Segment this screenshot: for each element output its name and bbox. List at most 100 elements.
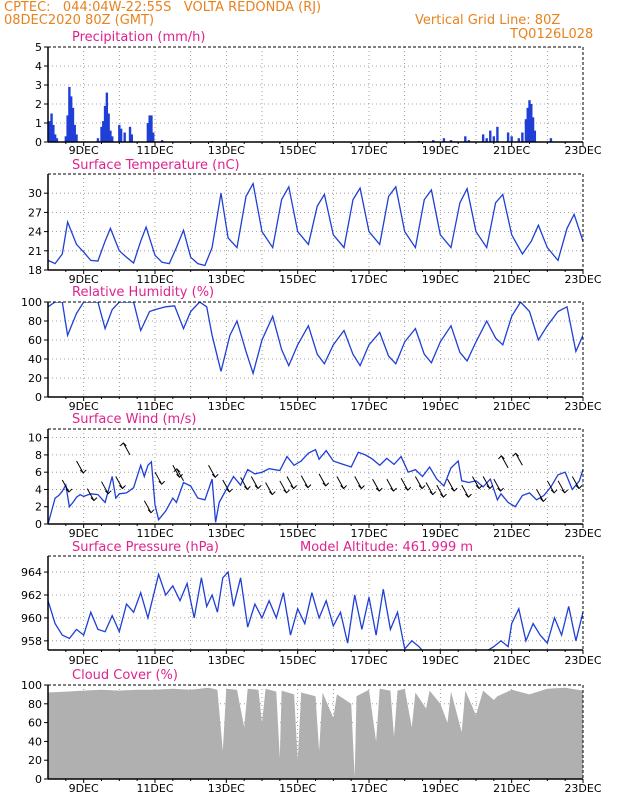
wind-vector (101, 481, 109, 494)
wind-vector-head (429, 491, 437, 496)
y-tick-label: 100 (21, 679, 42, 692)
y-tick-label: 6 (35, 466, 42, 479)
y-tick-label: 0 (35, 391, 42, 404)
wind-vector-head (304, 484, 312, 489)
y-tick-label: 4 (35, 483, 42, 496)
x-tick-label: 19DEC (422, 273, 459, 286)
x-tick-label: 9DEC (69, 527, 99, 540)
wind-vector-head (119, 485, 126, 490)
x-tick-label: 21DEC (493, 654, 530, 667)
panel-title-humidity: Relative Humidity (%) (72, 285, 214, 300)
wind-vector-head (90, 497, 98, 502)
wind-vector (265, 482, 273, 495)
y-tick-label: 60 (28, 717, 42, 730)
precip-bar (119, 128, 123, 142)
wind-vector-head (119, 442, 127, 447)
precip-bar (442, 138, 446, 142)
x-tick-label: 19DEC (422, 782, 459, 795)
precip-bar (50, 113, 53, 142)
wind-vector-head (390, 487, 397, 492)
wind-vector-head (254, 485, 262, 490)
wind-vector (414, 476, 423, 489)
x-tick-label: 13DEC (208, 144, 245, 157)
y-tick-label: 1 (35, 117, 42, 130)
x-tick-label: 19DEC (422, 144, 459, 157)
wind-vector (471, 476, 480, 489)
wind-vector-head (79, 469, 87, 474)
x-tick-label: 23DEC (564, 654, 601, 667)
precip-bar (160, 140, 164, 142)
precip-bar (128, 126, 132, 142)
x-tick-label: 13DEC (208, 654, 245, 667)
panel-temperature: Surface Temperature (nC) 18 21 24 27 30 9DEC 11… (28, 158, 602, 286)
precip-bar (52, 124, 55, 142)
precip-bar (521, 132, 524, 142)
precip-bar (111, 136, 114, 142)
precip-bar (103, 105, 107, 142)
precip-bar (55, 138, 59, 142)
series-line-humidity (48, 302, 583, 376)
wind-vector-head (322, 482, 330, 487)
wind-vector-head (575, 485, 583, 490)
x-tick-label: 23DEC (564, 144, 601, 157)
cloud-area (48, 687, 583, 779)
wind-vector (115, 476, 123, 489)
precip-bar (549, 138, 553, 142)
plot-area-pressure (48, 570, 583, 650)
x-tick-label: 17DEC (350, 144, 387, 157)
precip-bar (524, 119, 528, 142)
precip-bar (432, 140, 435, 142)
wind-vector (515, 453, 523, 466)
wind-vector-head (450, 487, 458, 492)
wind-vector (318, 473, 327, 487)
y-tick-label: 0 (35, 136, 42, 149)
x-tick-label: 15DEC (279, 654, 316, 667)
panel-title-precip: Precipitation (mm/h) (72, 30, 205, 45)
precip-bar (150, 115, 153, 142)
precip-bar (96, 138, 100, 142)
panel-pressure: Surface Pressure (hPa) Model Altitude: 46… (21, 540, 602, 667)
x-tick-label: 21DEC (493, 400, 530, 413)
wind-vector (300, 475, 309, 488)
x-tick-label: 11DEC (136, 144, 173, 157)
y-tick-label: 0 (35, 518, 42, 531)
wind-vector-head (512, 452, 520, 457)
y-tick-label: 20 (28, 754, 42, 767)
precip-bar (517, 138, 520, 142)
y-tick-label: 40 (28, 735, 42, 748)
precip-bar (464, 136, 467, 142)
y-tick-label: 40 (28, 353, 42, 366)
x-tick-label: 9DEC (69, 273, 99, 286)
wind-vector-head (211, 473, 219, 478)
x-tick-label: 9DEC (69, 400, 99, 413)
y-tick-label: 960 (21, 612, 42, 625)
precip-bar (130, 134, 134, 142)
wind-vector (354, 476, 362, 489)
wind-vector (582, 482, 583, 484)
wind-vector (250, 476, 259, 489)
wind-vector (500, 455, 509, 469)
wind-vector-head (561, 489, 569, 494)
x-tick-label: 9DEC (69, 782, 99, 795)
header-code: TQ0126L028 (510, 27, 594, 42)
x-tick-label: 15DEC (279, 273, 316, 286)
precip-bar (496, 126, 499, 142)
y-tick-label: 2 (35, 501, 42, 514)
panel-cloud: Cloud Cover (%) 0 20 40 60 80 100 9DEC 11DEC 13DE… (21, 668, 602, 795)
precip-bar (506, 132, 510, 142)
x-tick-label: 15DEC (279, 527, 316, 540)
wind-vector (425, 482, 434, 495)
x-tick-label: 19DEC (422, 527, 459, 540)
header-grid-line: Vertical Grid Line: 80Z (415, 13, 561, 28)
y-tick-label: 4 (35, 60, 42, 73)
x-tick-label: 9DEC (69, 144, 99, 157)
wind-vector-head (104, 490, 112, 495)
wind-vector (143, 500, 152, 513)
panel-annotation-pressure: Model Altitude: 461.999 m (300, 540, 473, 555)
precip-bar (64, 136, 68, 142)
wind-vector (546, 480, 555, 494)
precip-bar (530, 104, 533, 142)
precip-bar (146, 123, 150, 142)
panel-humidity: Relative Humidity (%) 0 20 40 60 80 100 9DEC 11D… (21, 285, 602, 413)
